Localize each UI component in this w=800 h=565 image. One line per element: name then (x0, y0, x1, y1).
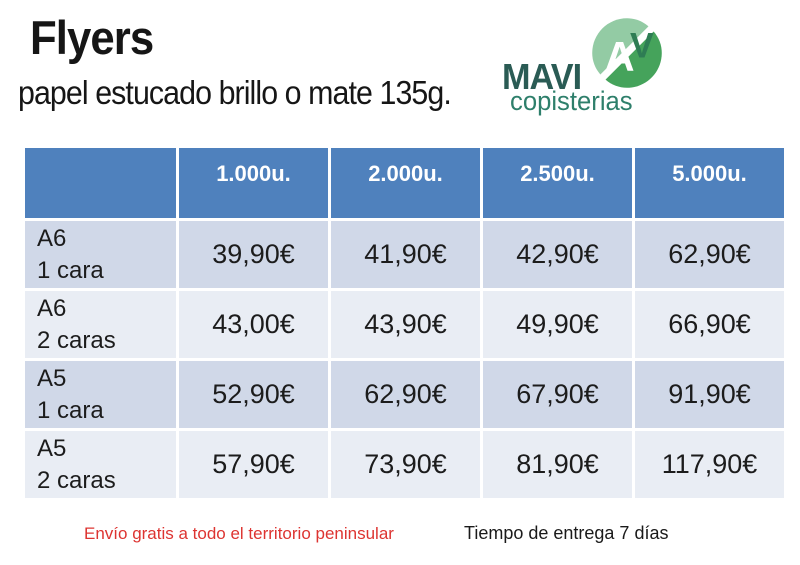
price-cell: 66,90€ (635, 291, 784, 358)
price-cell: 62,90€ (635, 221, 784, 288)
price-cell: 39,90€ (179, 221, 328, 288)
price-cell: 43,00€ (179, 291, 328, 358)
table-header-empty (25, 148, 176, 218)
row-label-a5-2caras: A5 2 caras (25, 431, 176, 498)
page-subtitle: papel estucado brillo o mate 135g. (18, 74, 452, 111)
emblem-letter-v: V (630, 25, 654, 65)
shipping-note: Envío gratis a todo el territorio penins… (84, 524, 394, 543)
price-cell: 41,90€ (331, 221, 480, 288)
delivery-note: Tiempo de entrega 7 días (464, 523, 669, 543)
row-label-line1: A5 (37, 435, 67, 463)
table-header-1000u: 1.000u. (179, 148, 328, 218)
page-title: Flyers (30, 11, 154, 64)
row-label-line2: 1 cara (37, 256, 104, 284)
leaf-circle-icon: A V (592, 18, 662, 88)
row-label-line2: 1 cara (37, 396, 104, 424)
price-cell: 57,90€ (179, 431, 328, 498)
table-header-2000u: 2.000u. (331, 148, 480, 218)
logo-brand-text: MAVI (502, 56, 582, 97)
price-cell: 91,90€ (635, 361, 784, 428)
price-cell: 49,90€ (483, 291, 632, 358)
logo-sub-text: copisterias (510, 86, 633, 116)
price-cell: 43,90€ (331, 291, 480, 358)
price-cell: 67,90€ (483, 361, 632, 428)
row-label-line2: 2 caras (37, 466, 116, 494)
price-table: 1.000u. 2.000u. 2.500u. 5.000u. A6 1 car… (25, 148, 784, 498)
table-header-2500u: 2.500u. (483, 148, 632, 218)
emblem-letter-a: A (605, 33, 635, 80)
price-cell: 52,90€ (179, 361, 328, 428)
price-cell: 62,90€ (331, 361, 480, 428)
price-cell: 117,90€ (635, 431, 784, 498)
row-label-line2: 2 caras (37, 326, 116, 354)
row-label-a5-1cara: A5 1 cara (25, 361, 176, 428)
table-header-5000u: 5.000u. (635, 148, 784, 218)
row-label-line1: A6 (37, 225, 67, 253)
row-label-line1: A6 (37, 295, 67, 323)
price-cell: 42,90€ (483, 221, 632, 288)
row-label-line1: A5 (37, 365, 67, 393)
row-label-a6-2caras: A6 2 caras (25, 291, 176, 358)
logo-av-emblem-icon: A V (590, 16, 664, 90)
price-cell: 81,90€ (483, 431, 632, 498)
row-label-a6-1cara: A6 1 cara (25, 221, 176, 288)
price-cell: 73,90€ (331, 431, 480, 498)
